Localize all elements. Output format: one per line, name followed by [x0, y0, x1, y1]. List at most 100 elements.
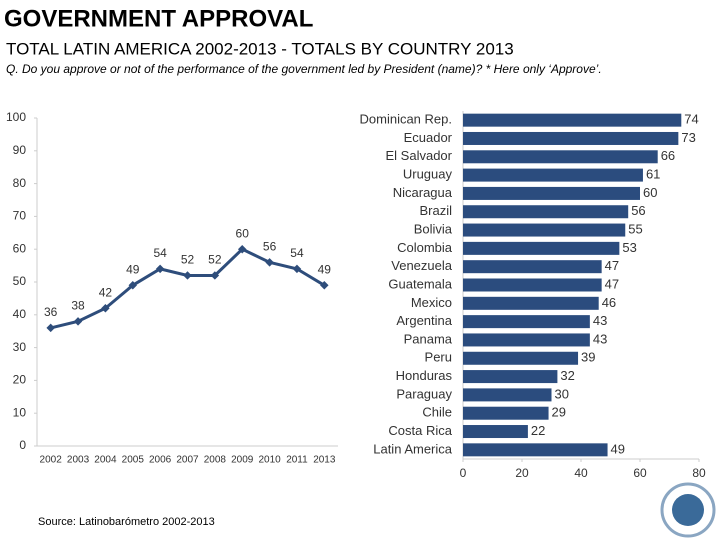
x-tick-label: 2005	[122, 455, 145, 466]
x-tick-label: 2013	[313, 455, 336, 466]
point	[183, 271, 192, 280]
x-tick-label: 2003	[67, 455, 90, 466]
data-label: 46	[602, 295, 616, 310]
logo	[660, 482, 716, 538]
data-label: 43	[593, 313, 607, 328]
data-label: 42	[99, 285, 113, 299]
data-label: 49	[611, 441, 625, 456]
data-label: 22	[531, 423, 545, 438]
y-tick-label: Guatemala	[388, 276, 452, 291]
x-tick-label: 2004	[94, 455, 117, 466]
y-tick-label: Paraguay	[396, 386, 452, 401]
data-label: 66	[661, 148, 675, 163]
x-tick-label: 80	[692, 466, 706, 480]
y-tick-label: Bolivia	[414, 221, 453, 236]
x-tick-label: 2002	[40, 455, 63, 466]
data-label: 54	[153, 246, 167, 260]
logo-ring	[660, 482, 716, 538]
x-tick-label: 2007	[176, 455, 199, 466]
y-tick-label: 70	[13, 209, 27, 223]
x-tick-label: 0	[460, 466, 467, 480]
y-tick-label: Ecuador	[404, 130, 453, 145]
bar	[463, 388, 552, 402]
data-label: 39	[581, 350, 595, 365]
title: GOVERNMENT APPROVAL	[4, 5, 313, 32]
y-tick-label: Mexico	[411, 295, 452, 310]
y-tick-label: 80	[13, 176, 27, 190]
y-tick-label: Argentina	[396, 313, 452, 328]
y-tick-label: 40	[13, 307, 27, 321]
bar	[463, 241, 620, 255]
y-tick-label: Peru	[425, 350, 452, 365]
point	[292, 264, 302, 274]
data-label: 52	[208, 253, 222, 267]
y-tick-label: Panama	[404, 331, 453, 346]
point	[265, 258, 274, 267]
bar	[463, 131, 679, 145]
data-label: 43	[593, 331, 607, 346]
bar	[463, 260, 602, 274]
bar	[463, 370, 558, 384]
point	[210, 271, 220, 280]
point	[320, 281, 329, 290]
data-label: 55	[628, 221, 642, 236]
data-label: 29	[552, 405, 566, 420]
bar	[463, 205, 629, 219]
bar	[463, 296, 599, 310]
data-label: 36	[44, 305, 58, 319]
point	[128, 281, 138, 290]
x-tick-label: 60	[633, 466, 647, 480]
data-label: 47	[605, 276, 619, 291]
y-tick-label: Dominican Rep.	[360, 112, 453, 127]
data-label: 74	[684, 112, 698, 127]
x-tick-label: 2011	[286, 455, 308, 466]
question: Q. Do you approve or not of the performa…	[6, 62, 602, 76]
bar	[463, 186, 640, 200]
source: Source: Latinobarómetro 2002-2013	[38, 516, 215, 528]
data-label: 60	[643, 185, 657, 200]
data-label: 73	[681, 130, 695, 145]
point	[101, 303, 110, 313]
y-tick-label: 50	[13, 274, 27, 288]
bar	[463, 351, 579, 365]
data-label: 30	[555, 386, 569, 401]
point	[237, 244, 247, 254]
y-tick-label: Chile	[422, 405, 452, 420]
y-tick-label: 0	[19, 438, 26, 452]
data-label: 38	[71, 299, 85, 313]
point	[73, 317, 83, 326]
data-label: 49	[126, 262, 140, 276]
data-label: 56	[631, 203, 645, 218]
y-tick-label: Uruguay	[403, 167, 453, 182]
x-tick-label: 2010	[258, 455, 281, 466]
x-tick-label: 20	[515, 466, 529, 480]
y-tick-label: 60	[13, 241, 27, 255]
y-tick-label: Colombia	[397, 240, 453, 255]
logo-core	[672, 494, 704, 526]
data-label: 60	[236, 226, 250, 240]
y-tick-label: Nicaragua	[393, 185, 453, 200]
y-tick-label: 100	[6, 110, 26, 124]
data-label: 54	[290, 246, 304, 260]
x-tick-label: 2006	[149, 455, 172, 466]
data-label: 56	[263, 239, 277, 253]
y-tick-label: 30	[13, 340, 27, 354]
bar	[463, 333, 590, 347]
y-tick-label: Honduras	[396, 368, 453, 383]
y-tick-label: Brazil	[419, 203, 452, 218]
y-tick-label: 10	[13, 405, 27, 419]
bar	[463, 223, 626, 237]
data-label: 32	[560, 368, 574, 383]
data-label: 53	[622, 240, 636, 255]
x-tick-label: 2008	[204, 455, 227, 466]
point	[155, 264, 165, 274]
bar	[463, 150, 658, 164]
data-label: 61	[646, 167, 660, 182]
data-label: 47	[605, 258, 619, 273]
y-tick-label: Costa Rica	[388, 423, 452, 438]
y-tick-label: 20	[13, 373, 27, 387]
y-tick-label: Venezuela	[391, 258, 452, 273]
bar	[463, 113, 682, 127]
